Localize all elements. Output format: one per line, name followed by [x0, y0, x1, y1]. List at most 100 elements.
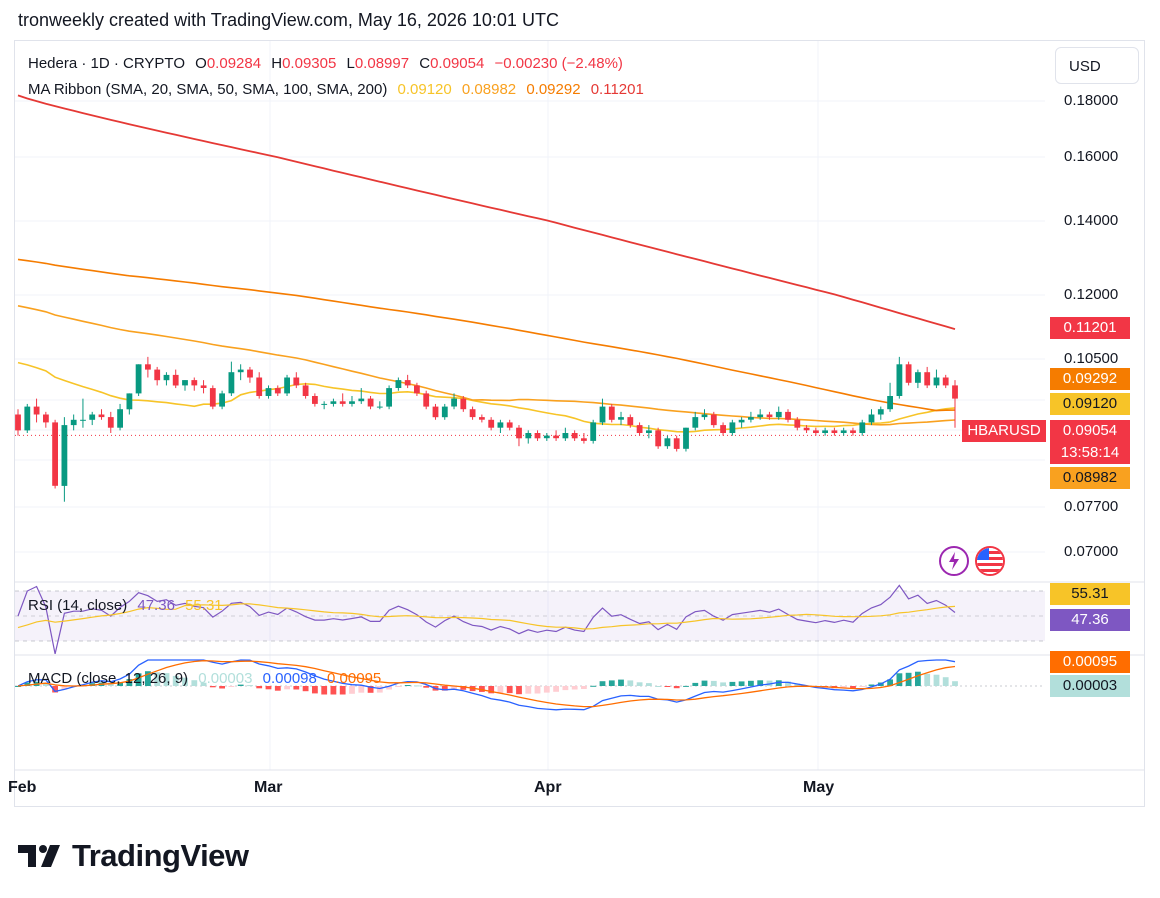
candle-body: [423, 393, 430, 407]
candle-body: [312, 396, 318, 404]
candle-body: [710, 414, 717, 426]
candle-body: [794, 419, 801, 428]
macd-panel: [15, 659, 1045, 711]
rsi-label[interactable]: RSI (14, close): [28, 597, 128, 614]
low-value: 0.08997: [354, 55, 410, 72]
symbol-label[interactable]: Hedera · 1D · CRYPTO: [28, 55, 185, 72]
macd-histogram-bar: [154, 672, 161, 686]
price-label: 0.07000: [1064, 543, 1119, 560]
macd-histogram-bar: [599, 681, 606, 686]
price-label: 0.10500: [1064, 350, 1119, 367]
candle-body: [627, 417, 634, 425]
macd-histogram-bar: [61, 686, 68, 690]
macd-histogram-bar: [766, 680, 773, 686]
candle-body: [534, 433, 541, 439]
candle-body: [850, 430, 856, 433]
chart-frame: [14, 40, 1145, 807]
us-flag-icon[interactable]: [975, 546, 1005, 576]
currency-button[interactable]: USD: [1055, 47, 1139, 84]
candle-body: [887, 396, 893, 410]
price-label: 0.14000: [1064, 212, 1119, 229]
macd-histogram-bar: [673, 686, 680, 689]
macd-histogram-bar: [107, 684, 114, 686]
chart-header: tronweekly created with TradingView.com,…: [18, 10, 559, 30]
candle-body: [33, 406, 40, 415]
ma-ribbon-label[interactable]: MA Ribbon (SMA, 20, SMA, 50, SMA, 100, S…: [28, 81, 388, 98]
candle-body: [748, 417, 754, 420]
candle-body: [775, 411, 782, 418]
candle-body: [479, 417, 485, 420]
candle-body: [859, 422, 866, 433]
candle-body: [915, 372, 921, 383]
macd-legend: MACD (close, 12, 26, 9) 0.00003 0.00098 …: [28, 670, 387, 687]
macd-histogram-bar: [757, 680, 764, 686]
candle-body: [247, 369, 253, 378]
macd-histogram-bar: [219, 686, 225, 689]
candle-body: [395, 380, 402, 388]
candle-body: [358, 398, 365, 402]
high-value: 0.09305: [282, 55, 337, 72]
macd-histogram-bar: [701, 680, 708, 686]
macd-histogram-bar: [126, 679, 133, 686]
candle-body: [302, 385, 309, 396]
candle-body: [228, 372, 235, 394]
candle-body: [877, 409, 884, 415]
macd-histogram-bar: [404, 685, 411, 686]
candle-body: [497, 422, 504, 428]
macd-histogram-bar: [562, 686, 569, 691]
candle-body: [516, 427, 522, 439]
macd-histogram-bar: [52, 686, 58, 693]
candle-body: [636, 425, 643, 433]
macd-histogram-bar: [265, 686, 272, 690]
macd-histogram-bar: [581, 686, 587, 689]
macd-histogram-bar: [386, 686, 392, 690]
candle-body: [126, 393, 133, 410]
macd-histogram-bar: [933, 674, 940, 686]
candle-body: [905, 364, 912, 383]
macd-histogram-bar: [24, 682, 31, 686]
candle-body: [553, 435, 559, 439]
macd-label[interactable]: MACD (close, 12, 26, 9): [28, 670, 189, 687]
macd-histogram-bar: [794, 683, 801, 686]
candle-body: [590, 422, 597, 441]
macd-histogram-bar: [785, 681, 791, 686]
macd-histogram-bar: [43, 682, 49, 686]
candle-body: [182, 380, 188, 386]
ma20-value: 0.09120: [397, 81, 452, 98]
candle-body: [608, 406, 615, 420]
candle-body: [432, 406, 439, 418]
macd-histogram-bar: [163, 673, 170, 686]
macd-histogram-bar: [117, 682, 123, 686]
macd-histogram-bar: [135, 673, 142, 686]
macd-histogram-bar: [636, 682, 643, 686]
sma200-line: [17, 94, 956, 330]
macd-signal-tag: 0.00095: [1050, 651, 1130, 673]
macd-histogram-bar: [145, 671, 151, 686]
macd-histogram-bar: [506, 686, 513, 694]
candle-body: [339, 401, 346, 404]
macd-histogram-bar: [924, 673, 931, 686]
ma200-tag: 0.11201: [1050, 317, 1130, 339]
macd-histogram-bar: [859, 686, 866, 687]
macd-histogram-bar: [608, 680, 615, 686]
candle-body: [321, 403, 328, 405]
macd-histogram-bar: [182, 677, 188, 686]
candle-body: [52, 422, 58, 486]
candle-body: [293, 377, 300, 386]
candle-body: [543, 435, 550, 439]
candle-body: [172, 374, 179, 386]
macd-histogram-bar: [460, 686, 467, 690]
macd-histogram-bar: [237, 684, 244, 686]
candle-body: [135, 364, 142, 394]
macd-histogram-bar: [646, 683, 652, 686]
lightning-icon[interactable]: [939, 546, 969, 576]
candle-body: [933, 377, 940, 386]
candles: [15, 356, 958, 502]
candle-body: [942, 377, 949, 386]
candle-body: [822, 430, 828, 433]
macd-histogram-bar: [247, 685, 253, 687]
candle-body: [219, 393, 225, 407]
candle-body: [701, 414, 708, 418]
rsi-panel: [15, 584, 1045, 655]
